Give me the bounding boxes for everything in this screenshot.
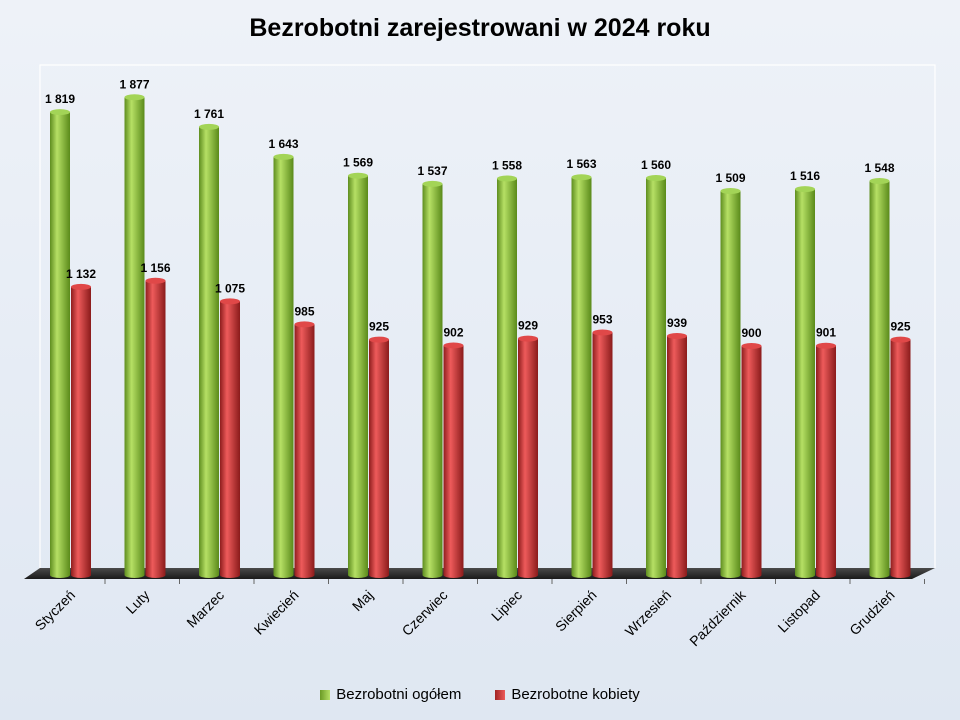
- bar-ogolem: [646, 174, 666, 579]
- bar-ogolem: [869, 178, 890, 578]
- x-tick-label: Listopad: [774, 587, 823, 636]
- data-label: 1 537: [417, 164, 447, 178]
- bar-ogolem: [720, 187, 741, 578]
- chart-title: Bezrobotni zarejestrowani w 2024 roku: [249, 14, 711, 42]
- bar-kobiety: [145, 277, 166, 578]
- data-label: 900: [741, 326, 761, 340]
- data-label: 925: [890, 320, 910, 334]
- bar-ogolem: [348, 172, 368, 578]
- bar-kobiety: [294, 321, 315, 578]
- legend-swatch-red: [495, 689, 506, 700]
- bar-kobiety: [443, 342, 464, 578]
- bar-ogolem: [124, 94, 145, 578]
- bar-ogolem: [795, 186, 815, 579]
- bar-kobiety: [816, 342, 836, 578]
- data-label: 953: [592, 312, 612, 326]
- data-label: 902: [443, 325, 463, 339]
- x-tick-label: Lipiec: [488, 587, 525, 624]
- data-label: 1 156: [140, 261, 170, 275]
- data-label: 1 877: [119, 77, 149, 91]
- x-tick-label: Marzec: [183, 587, 227, 631]
- bar-ogolem: [273, 153, 294, 578]
- x-tick-label: Styczeń: [32, 587, 79, 634]
- x-tick-label: Kwiecień: [251, 587, 302, 638]
- data-label: 1 761: [194, 107, 224, 121]
- legend-label: Bezrobotne kobiety: [511, 686, 640, 703]
- x-tick-label: Czerwiec: [399, 587, 451, 639]
- bar-kobiety: [518, 335, 538, 578]
- data-label: 929: [518, 319, 538, 333]
- legend-label: Bezrobotni ogółem: [336, 686, 462, 703]
- data-label: 1 819: [45, 92, 75, 106]
- bar-kobiety: [71, 283, 91, 578]
- bar-kobiety: [220, 298, 240, 578]
- bar-ogolem: [422, 180, 443, 578]
- legend-item-ogolem: Bezrobotni ogółem: [320, 686, 461, 703]
- x-tick-label: Wrzesień: [622, 587, 674, 639]
- data-label: 1 558: [492, 158, 522, 172]
- data-label: 1 132: [66, 267, 96, 281]
- bar-kobiety: [890, 336, 911, 578]
- bar-kobiety: [592, 329, 613, 578]
- bar-ogolem: [497, 175, 517, 578]
- bar-ogolem: [571, 174, 592, 579]
- legend: Bezrobotni ogółem Bezrobotne kobiety: [0, 686, 960, 703]
- legend-item-kobiety: Bezrobotne kobiety: [495, 686, 640, 703]
- x-tick-label: Październik: [686, 586, 749, 649]
- bar-ogolem: [199, 123, 219, 578]
- data-label: 1 548: [864, 161, 894, 175]
- x-tick-label: Sierpień: [552, 587, 600, 635]
- x-tick-label: Luty: [123, 587, 153, 617]
- x-tick-label: Maj: [349, 587, 376, 614]
- data-label: 1 563: [566, 157, 596, 171]
- data-label: 1 075: [215, 281, 245, 295]
- back-wall-edge: [39, 64, 936, 568]
- data-label: 985: [294, 304, 314, 318]
- data-label: 901: [816, 326, 836, 340]
- bar-kobiety: [369, 336, 389, 578]
- bar-kobiety: [667, 333, 687, 578]
- chart-floor: [24, 568, 935, 579]
- data-label: 1 569: [343, 156, 373, 170]
- bar-ogolem: [50, 109, 70, 578]
- data-label: 1 509: [715, 171, 745, 185]
- data-label: 939: [667, 316, 687, 330]
- x-tick-label: Grudzień: [846, 587, 897, 638]
- data-label: 1 643: [268, 137, 298, 151]
- data-label: 1 516: [790, 169, 820, 183]
- data-label: 925: [369, 320, 389, 334]
- legend-swatch-green: [320, 689, 331, 700]
- data-label: 1 560: [641, 158, 671, 172]
- bar-kobiety: [741, 342, 762, 578]
